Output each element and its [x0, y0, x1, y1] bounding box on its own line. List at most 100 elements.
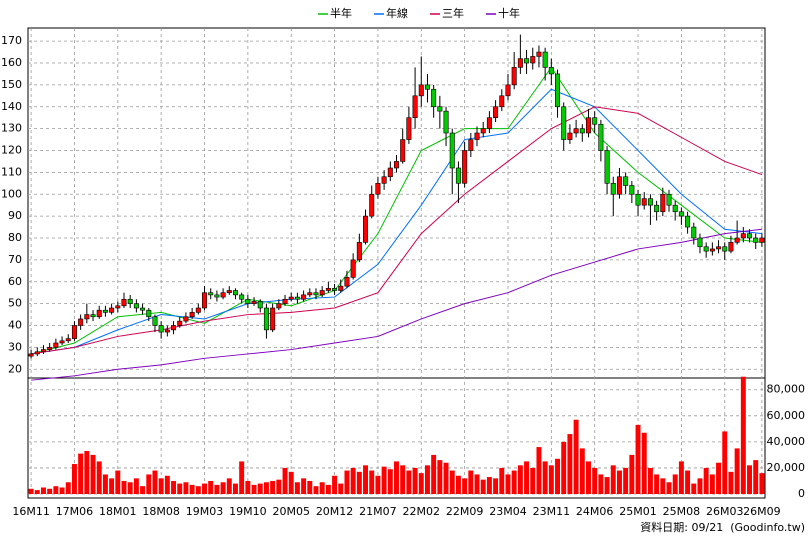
candle-body	[747, 233, 753, 239]
candle-body	[753, 237, 759, 243]
y-tick-label: 60	[8, 275, 22, 288]
volume-bar	[59, 487, 65, 494]
x-tick-label: 17M06	[56, 505, 94, 518]
candle-body	[90, 314, 96, 318]
candle-body	[666, 193, 672, 206]
candle-body	[356, 242, 362, 261]
volume-bar	[678, 461, 684, 494]
candle-body	[480, 128, 486, 134]
volume-bar	[493, 478, 499, 494]
candle-body	[158, 325, 164, 333]
volume-bar	[623, 467, 629, 494]
x-tick-label: 23M04	[489, 505, 527, 518]
x-tick-label: 22M09	[446, 505, 484, 518]
y-tick-label: 160	[1, 56, 22, 69]
candle-body	[678, 211, 684, 217]
candle-body	[263, 307, 269, 331]
volume-bar	[728, 471, 734, 494]
volume-bar	[629, 454, 635, 494]
candle-body	[226, 290, 232, 293]
y-tick-label: 100	[1, 187, 22, 200]
volume-bar	[666, 482, 672, 494]
volume-bar	[524, 461, 530, 494]
volume-bar	[65, 482, 71, 494]
volume-bar	[722, 431, 728, 494]
candle-body	[406, 117, 412, 140]
volume-bar	[214, 484, 220, 494]
candle-body	[338, 285, 344, 291]
candle-body	[691, 226, 697, 239]
candle-body	[468, 139, 474, 151]
candle-body	[511, 67, 517, 86]
volume-bar	[115, 470, 121, 494]
candle-body	[759, 237, 765, 243]
volume-bar	[474, 474, 480, 494]
candle-body	[722, 246, 728, 252]
x-tick-label: 26M09	[743, 505, 781, 518]
y-tick-label: 90	[8, 209, 22, 222]
candle-body	[499, 95, 505, 108]
volume-bar	[660, 478, 666, 494]
candle-body	[171, 325, 177, 331]
y-tick-label: 170	[1, 34, 22, 47]
volume-bar	[387, 469, 393, 494]
y2-tick-label: 60,000	[767, 409, 806, 422]
candle-body	[647, 198, 653, 206]
volume-bar	[288, 471, 294, 494]
candle-body	[697, 237, 703, 248]
candle-body	[164, 329, 170, 333]
candle-body	[592, 117, 598, 125]
candle-body	[654, 204, 660, 213]
volume-bar	[394, 461, 399, 494]
ma-line	[30, 66, 762, 355]
volume-bar	[195, 486, 201, 494]
candle-body	[449, 132, 455, 169]
candle-body	[536, 51, 542, 57]
candle-body	[629, 185, 635, 195]
volume-bar	[703, 467, 709, 494]
candle-body	[431, 88, 437, 108]
volume-bar	[71, 464, 77, 494]
volume-bar	[350, 467, 356, 494]
candle-body	[47, 347, 53, 350]
volume-bar	[747, 465, 752, 494]
volume-bar	[431, 454, 437, 494]
volume-bar	[34, 490, 40, 494]
volume-bar	[344, 470, 350, 494]
volume-bar	[740, 376, 746, 494]
candle-body	[183, 316, 189, 322]
volume-bar	[319, 482, 325, 494]
volume-bar	[158, 478, 164, 494]
y-tick-label: 40	[8, 319, 22, 332]
candle-body	[325, 288, 331, 291]
volume-bar	[332, 475, 338, 494]
volume-bar	[418, 473, 424, 494]
candle-body	[109, 307, 115, 313]
candle-body	[462, 150, 468, 184]
candle-body	[381, 176, 387, 184]
y-tick-label: 50	[8, 297, 22, 310]
x-tick-label: 26M03	[706, 505, 744, 518]
candle-body	[84, 314, 90, 320]
volume-bar	[573, 419, 579, 494]
volume-bar	[443, 462, 449, 494]
volume-bar	[647, 467, 653, 494]
volume-bar	[734, 448, 740, 494]
candle-body	[332, 288, 338, 291]
candle-body	[276, 303, 282, 309]
volume-bar	[146, 474, 152, 494]
volume-bar	[505, 474, 511, 494]
volume-bar	[171, 480, 177, 494]
y2-tick-label: 80,000	[767, 383, 806, 396]
candle-body	[585, 117, 591, 134]
volume-bar	[28, 488, 34, 494]
candle-body	[257, 301, 263, 309]
candle-body	[393, 161, 399, 169]
candle-body	[437, 106, 443, 112]
x-tick-label: 19M10	[229, 505, 267, 518]
volume-bar	[313, 486, 319, 494]
y-tick-label: 70	[8, 253, 22, 266]
candle-body	[232, 290, 238, 296]
volume-bar	[406, 470, 412, 494]
volume-bar	[716, 462, 722, 494]
